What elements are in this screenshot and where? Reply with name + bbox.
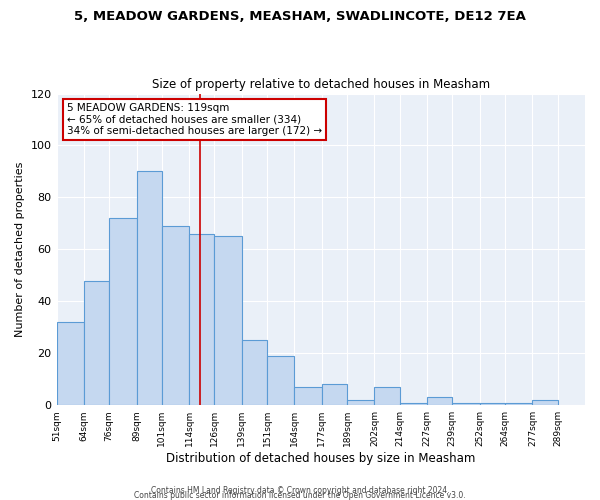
Bar (322, 384, 347, 405)
Bar (189, 234, 214, 405)
Bar (347, 400, 374, 405)
Bar (400, 402, 427, 405)
Bar (242, 340, 267, 405)
Bar (137, 172, 162, 405)
Text: 5, MEADOW GARDENS, MEASHAM, SWADLINCOTE, DE12 7EA: 5, MEADOW GARDENS, MEASHAM, SWADLINCOTE,… (74, 10, 526, 23)
X-axis label: Distribution of detached houses by size in Measham: Distribution of detached houses by size … (166, 452, 475, 465)
Bar (532, 400, 557, 405)
Bar (427, 398, 452, 405)
Text: 5 MEADOW GARDENS: 119sqm
← 65% of detached houses are smaller (334)
34% of semi-: 5 MEADOW GARDENS: 119sqm ← 65% of detach… (67, 103, 322, 136)
Bar (162, 226, 189, 405)
Text: Contains public sector information licensed under the Open Government Licence v3: Contains public sector information licen… (134, 491, 466, 500)
Title: Size of property relative to detached houses in Measham: Size of property relative to detached ho… (152, 78, 490, 91)
Bar (267, 356, 295, 405)
Bar (109, 218, 137, 405)
Bar (214, 236, 242, 405)
Text: Contains HM Land Registry data © Crown copyright and database right 2024.: Contains HM Land Registry data © Crown c… (151, 486, 449, 495)
Bar (295, 387, 322, 405)
Bar (56, 322, 84, 405)
Y-axis label: Number of detached properties: Number of detached properties (15, 162, 25, 337)
Bar (452, 402, 480, 405)
Bar (480, 402, 505, 405)
Bar (505, 402, 532, 405)
Bar (84, 280, 109, 405)
Bar (374, 387, 400, 405)
